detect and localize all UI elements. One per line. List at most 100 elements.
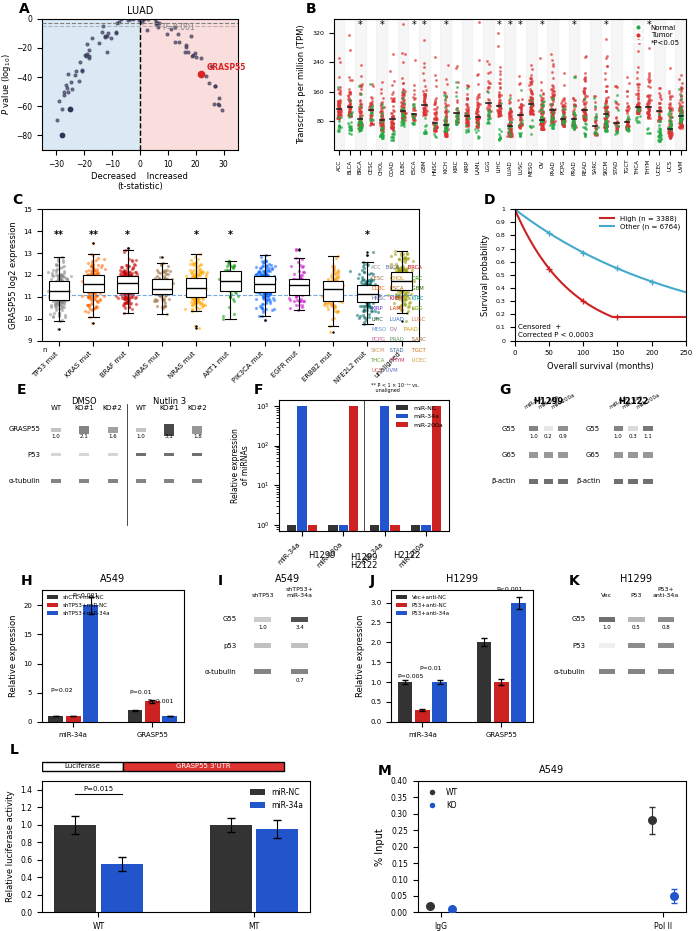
Point [399, 46, 410, 61]
Point [354, 100, 365, 115]
Point [52, 281, 63, 296]
Point [431, 100, 442, 115]
Point [601, 124, 612, 139]
Point [355, 109, 366, 124]
Point [399, 274, 410, 289]
Point [161, 266, 172, 281]
Point [536, 107, 547, 122]
Point [344, 70, 355, 85]
Point [191, 300, 202, 315]
Point [451, 109, 462, 124]
Point [526, 93, 537, 108]
Point [461, 80, 472, 95]
Point [56, 273, 67, 288]
Point [344, 106, 355, 121]
Point [356, 116, 368, 131]
Point [151, 285, 162, 300]
Point [264, 282, 275, 297]
Point [391, 258, 402, 273]
Point [438, 124, 449, 139]
Point [124, 287, 135, 302]
Point [344, 101, 356, 116]
Point [397, 111, 408, 126]
Point [191, 290, 202, 305]
Point [223, 279, 234, 294]
Point [675, 102, 686, 117]
Point [188, 277, 199, 292]
Bar [164, 424, 174, 436]
Point [578, 101, 589, 116]
Point [622, 118, 634, 133]
Point [188, 286, 199, 301]
Point [398, 100, 409, 115]
Point [643, 91, 655, 106]
Point [253, 277, 265, 292]
Point [333, 98, 344, 113]
Point [526, 99, 537, 114]
Point [470, 122, 481, 137]
Point [192, 280, 203, 295]
Point [600, 111, 611, 126]
Point [332, 249, 344, 263]
Point [621, 70, 632, 85]
Point [377, 121, 388, 136]
Point [675, 117, 686, 132]
Point [334, 111, 345, 126]
Point [653, 112, 664, 127]
Point [193, 285, 204, 300]
Point [582, 88, 593, 103]
Point [494, 98, 505, 113]
Point [185, 257, 196, 272]
Point [194, 262, 205, 277]
Point [536, 116, 547, 131]
Point [344, 101, 356, 115]
Point [675, 112, 686, 127]
Point [461, 116, 472, 131]
Point [356, 115, 367, 130]
Point [193, 267, 204, 282]
Point [547, 102, 558, 117]
Point [451, 116, 462, 131]
Point [397, 87, 408, 101]
Point [558, 112, 569, 127]
Point [291, 292, 302, 307]
Point [643, 88, 654, 103]
Point [354, 105, 365, 120]
Point [332, 102, 343, 117]
Bar [193, 426, 202, 434]
Point [385, 114, 396, 128]
Point [418, 107, 429, 122]
Point [319, 285, 330, 300]
Point [366, 99, 377, 114]
Point [398, 93, 409, 108]
Point [472, 115, 483, 129]
Point [399, 86, 410, 101]
Point [600, 115, 611, 130]
Point [260, 266, 272, 281]
Point [187, 269, 198, 284]
Point [514, 115, 525, 130]
Point [356, 292, 367, 307]
Point [430, 117, 442, 132]
High (n = 3388) [651, 311, 659, 322]
Point [253, 267, 265, 282]
Point [342, 91, 354, 106]
Point [403, 272, 414, 287]
Point [195, 273, 206, 288]
Text: STAD: STAD [389, 347, 404, 353]
Point [547, 101, 558, 116]
Point [675, 108, 686, 123]
Point [676, 118, 687, 133]
Point [52, 280, 64, 295]
Point [155, 286, 167, 301]
Point [354, 288, 365, 303]
Point [332, 106, 344, 121]
Point [601, 117, 612, 132]
Point [440, 127, 451, 142]
Point [262, 283, 274, 298]
Point [258, 271, 269, 286]
Point [482, 85, 493, 100]
Point [356, 293, 368, 308]
Point [155, 287, 167, 302]
Point [262, 288, 273, 303]
